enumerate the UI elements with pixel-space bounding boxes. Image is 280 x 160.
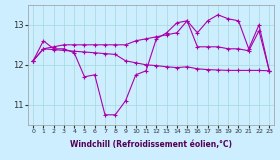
X-axis label: Windchill (Refroidissement éolien,°C): Windchill (Refroidissement éolien,°C): [70, 140, 232, 148]
